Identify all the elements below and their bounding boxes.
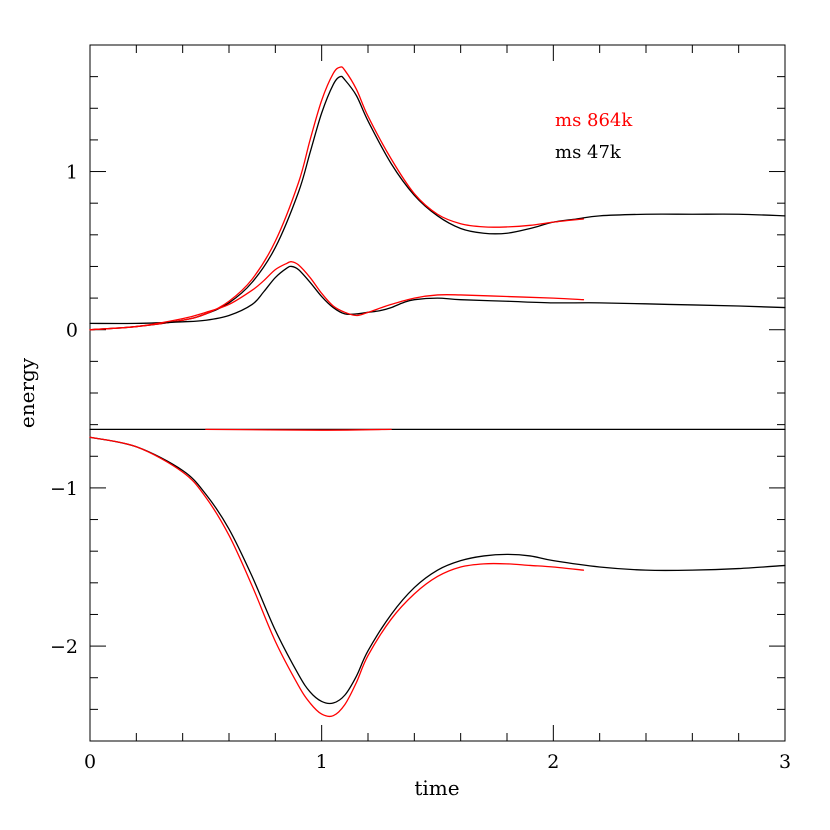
y-tick-label: −2	[50, 636, 78, 658]
series-line-ms-47k	[89, 75, 786, 331]
x-axis-label: time	[414, 776, 459, 800]
legend-entry-ms-864k: ms 864k	[555, 110, 633, 131]
minor-ticks	[90, 44, 785, 742]
legend: ms 864k ms 47k	[555, 110, 633, 163]
y-tick-label: 0	[66, 320, 78, 342]
x-tick-label: 3	[779, 751, 791, 773]
x-tick-label: 1	[316, 751, 328, 773]
major-ticks	[89, 45, 786, 741]
plot-frame	[89, 44, 786, 742]
series-line-ms-47k	[89, 436, 786, 705]
y-axis-label: energy	[15, 357, 39, 428]
x-tick-label: 0	[84, 751, 96, 773]
series-line-ms-47k	[89, 265, 786, 325]
series-lines	[89, 66, 786, 718]
series-line-ms-864k	[89, 260, 585, 331]
y-tick-label: −1	[50, 478, 78, 500]
series-line-ms-864k	[89, 436, 585, 718]
series-line-ms-864k	[205, 428, 392, 431]
series-line-ms-864k	[89, 66, 585, 331]
x-tick-label: 2	[547, 751, 559, 773]
tick-labels: 0 1 2 3 −2 −1 0 1	[50, 162, 791, 773]
legend-entry-ms-47k: ms 47k	[555, 142, 622, 163]
y-tick-label: 1	[66, 162, 78, 184]
